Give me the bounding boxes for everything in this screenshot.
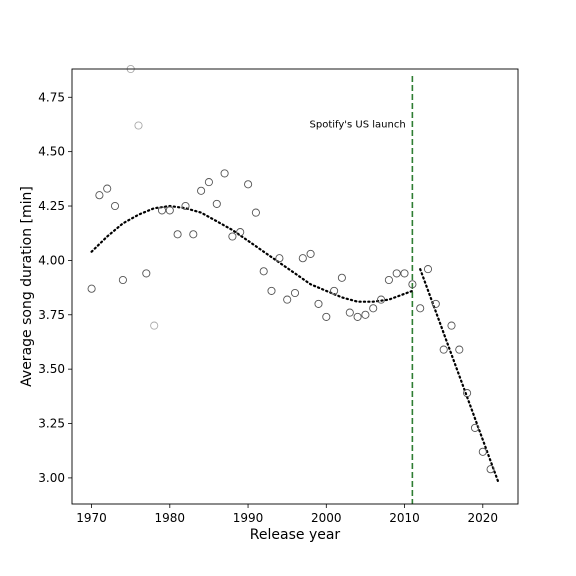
y-tick-label-4.25: 4.25 (38, 199, 65, 213)
y-tick-label-4.75: 4.75 (38, 90, 65, 104)
x-tick-label-1980: 1980 (155, 511, 186, 525)
y-tick-label-4.00: 4.00 (38, 253, 65, 267)
y-tick-label-3.75: 3.75 (38, 308, 65, 322)
y-axis-label: Average song duration [min] (19, 186, 35, 387)
x-tick-label-2000: 2000 (311, 511, 342, 525)
y-tick-label-4.50: 4.50 (38, 145, 65, 159)
x-tick-label-2020: 2020 (468, 511, 499, 525)
x-axis-label: Release year (250, 527, 341, 543)
x-tick-label-2010: 2010 (389, 511, 420, 525)
x-tick-label-1990: 1990 (233, 511, 264, 525)
y-tick-label-3.00: 3.00 (38, 471, 65, 485)
y-tick-label-3.25: 3.25 (38, 417, 65, 431)
annotation-0: Spotify's US launch (310, 120, 406, 131)
x-tick-label-1970: 1970 (76, 511, 107, 525)
y-tick-label-3.50: 3.50 (38, 362, 65, 376)
